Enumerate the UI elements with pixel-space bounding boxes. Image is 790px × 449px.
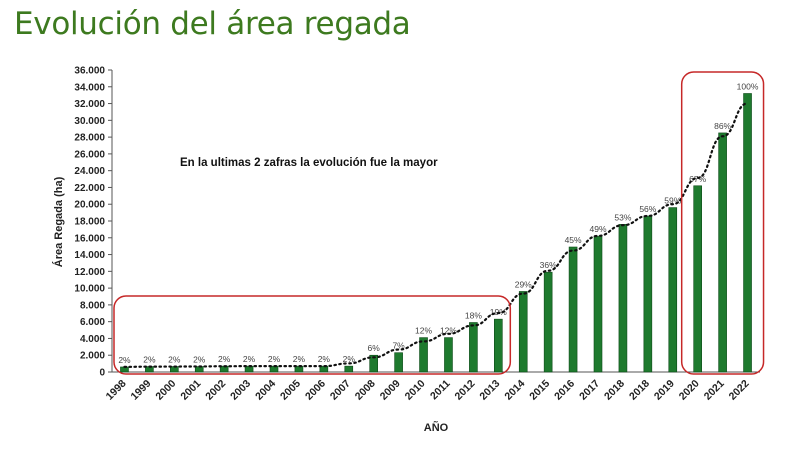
x-tick-label: 2007 (328, 378, 353, 403)
y-tick-label: 26.000 (74, 149, 105, 160)
y-axis-title: Área Regada (ha) (52, 176, 65, 267)
bars (120, 93, 752, 373)
bar-2010 (419, 337, 428, 373)
bar-2022 (743, 93, 752, 373)
y-tick-label: 4.000 (80, 334, 105, 345)
bar-2017 (593, 235, 603, 373)
bar-2018 (643, 215, 653, 373)
bar-2014 (518, 291, 528, 373)
data-label: 29% (515, 279, 532, 289)
y-tick-label: 0 (99, 368, 105, 379)
x-tick-label: 2021 (702, 378, 727, 403)
x-tick-label: 2016 (552, 378, 577, 403)
data-label: 2% (293, 354, 306, 364)
y-tick-label: 16.000 (74, 233, 105, 244)
bar-2015 (543, 271, 553, 373)
bar-2016 (568, 246, 578, 373)
bar-2009 (394, 352, 403, 373)
y-tick-label: 14.000 (74, 250, 105, 261)
page-title: Evolución del área regada (14, 6, 411, 42)
y-tick-label: 24.000 (74, 166, 105, 177)
x-axis: 1998 1999 2000 2001 2002 2003 2004 2005 2006 2007… (104, 371, 760, 403)
data-label: 2% (218, 354, 231, 364)
x-tick-label: 2022 (727, 378, 752, 403)
data-label: 12% (415, 326, 432, 336)
x-tick-label: 2000 (153, 378, 178, 403)
y-tick-label: 20.000 (74, 200, 105, 211)
y-tick-label: 10.000 (74, 284, 105, 295)
data-label: 2% (343, 354, 356, 364)
data-label: 2% (118, 355, 131, 365)
data-label: 2% (318, 354, 331, 364)
data-label: 18% (465, 311, 482, 321)
data-label: 49% (589, 224, 606, 234)
x-axis-title: AÑO (424, 421, 449, 434)
y-axis: 0 2.000 4.000 6.000 8.000 10.000 12.000 14.000 1… (74, 66, 113, 379)
y-tick-label: 28.000 (74, 133, 105, 144)
bar-2008 (369, 354, 378, 373)
x-tick-label: 2003 (228, 378, 253, 403)
bar-2018 (618, 224, 628, 373)
y-tick-label: 8.000 (80, 300, 105, 311)
x-tick-label: 2011 (428, 378, 453, 403)
data-label: 2% (243, 354, 256, 364)
x-tick-label: 1999 (129, 378, 154, 403)
y-tick-label: 6.000 (80, 317, 105, 328)
x-tick-label: 2017 (577, 378, 602, 403)
y-tick-label: 30.000 (74, 116, 105, 127)
x-tick-label: 2009 (378, 378, 403, 403)
data-label: 12% (440, 326, 457, 336)
bar-2021 (718, 132, 727, 373)
x-tick-label: 2018 (602, 378, 627, 403)
bar-2013 (494, 318, 503, 373)
data-labels: 2% 2% 2% 2% 2% 2% 2% 2% 2% 2%6% 7%12% 12%18% 19%29%3… (118, 81, 759, 364)
data-label: 100% (737, 81, 759, 91)
x-tick-label: 2012 (453, 378, 478, 403)
chart-annotation: En la ultimas 2 zafras la evolución fue … (180, 157, 438, 169)
x-tick-label: 2015 (527, 378, 552, 403)
bar-2012 (469, 322, 478, 373)
x-tick-label: 2001 (178, 378, 203, 403)
highlight-box-early-years (113, 295, 512, 375)
y-tick-label: 12.000 (74, 267, 105, 278)
highlight-box-last-zafras (680, 71, 765, 375)
y-tick-label: 32.000 (74, 99, 105, 110)
bar-2011 (444, 337, 453, 373)
y-tick-label: 18.000 (74, 217, 105, 228)
x-tick-label: 2014 (502, 378, 527, 403)
y-tick-label: 22.000 (74, 183, 105, 194)
data-label: 7% (392, 341, 405, 351)
x-tick-label: 2020 (677, 378, 702, 403)
data-label: 2% (143, 355, 156, 365)
y-tick-label: 2.000 (80, 351, 105, 362)
data-label: 36% (540, 260, 557, 270)
data-label: 53% (614, 212, 631, 222)
x-tick-label: 2010 (403, 378, 428, 403)
y-tick-label: 34.000 (74, 82, 105, 93)
x-tick-label: 2019 (652, 378, 677, 403)
bar-2020 (693, 185, 702, 373)
x-tick-label: 2006 (303, 378, 328, 403)
data-label: 86% (714, 121, 731, 131)
y-tick-label: 36.000 (74, 66, 105, 77)
data-label: 56% (639, 204, 656, 214)
data-label: 2% (268, 354, 281, 364)
x-tick-label: 2008 (353, 378, 378, 403)
data-label: 67% (689, 174, 706, 184)
bar-2019 (668, 207, 678, 373)
x-tick-label: 2018 (627, 378, 652, 403)
x-tick-label: 2005 (278, 378, 303, 403)
data-label: 2% (168, 355, 181, 365)
bar-2007 (344, 365, 354, 373)
x-tick-label: 2002 (203, 378, 228, 403)
x-tick-label: 1998 (104, 378, 129, 403)
data-label: 2% (193, 355, 206, 365)
trend-line (123, 102, 749, 368)
x-tick-label: 2013 (477, 378, 502, 403)
data-label: 59% (664, 196, 681, 206)
data-label: 45% (565, 235, 582, 245)
data-label: 6% (368, 343, 381, 353)
x-tick-label: 2004 (253, 378, 278, 403)
